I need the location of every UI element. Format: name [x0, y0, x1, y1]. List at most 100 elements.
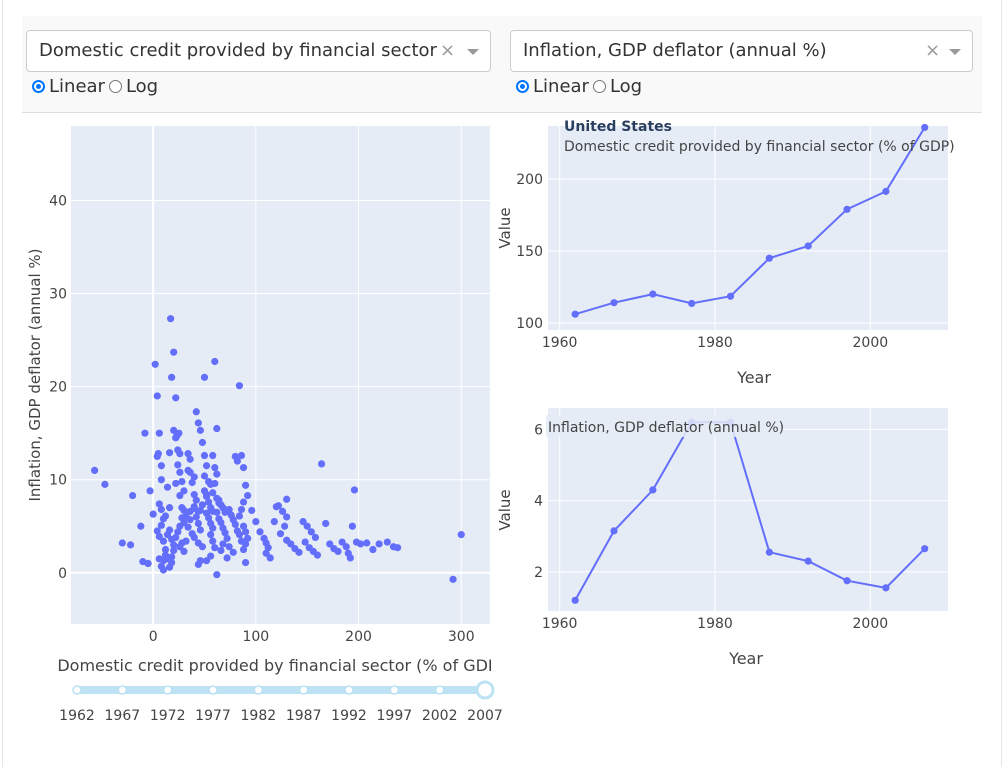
scatter-point[interactable]: [213, 571, 221, 579]
scatter-point[interactable]: [161, 512, 170, 520]
scatter-point[interactable]: [194, 560, 202, 569]
scatter-point[interactable]: [188, 530, 196, 538]
scatter-point[interactable]: [223, 554, 231, 562]
scatter-point[interactable]: [326, 540, 334, 548]
scatter-point[interactable]: [186, 455, 194, 463]
x-linear-radio[interactable]: Linear: [32, 76, 105, 97]
inflation-plot-area[interactable]: [548, 408, 948, 611]
scatter-point[interactable]: [161, 545, 170, 554]
credit-point[interactable]: [921, 123, 929, 132]
scatter-point[interactable]: [207, 480, 215, 488]
scatter-point[interactable]: [165, 504, 174, 512]
slider-rail[interactable]: [76, 686, 490, 694]
scatter-point[interactable]: [172, 394, 180, 402]
scatter-point[interactable]: [202, 491, 211, 499]
slider-year-label[interactable]: 1972: [150, 708, 186, 724]
x-indicator-dropdown[interactable]: Domestic credit provided by financial se…: [26, 30, 491, 72]
scatter-point[interactable]: [163, 483, 172, 491]
credit-point[interactable]: [649, 290, 657, 298]
slider-step[interactable]: [298, 685, 309, 695]
scatter-point[interactable]: [313, 551, 322, 559]
scatter-point[interactable]: [449, 575, 457, 583]
scatter-point[interactable]: [256, 528, 264, 536]
scatter-point[interactable]: [338, 538, 346, 546]
scatter-point[interactable]: [200, 373, 209, 381]
scatter-point[interactable]: [239, 498, 248, 506]
scatter-point[interactable]: [241, 481, 250, 489]
scatter-point[interactable]: [165, 563, 174, 571]
scatter-point[interactable]: [159, 566, 168, 574]
scatter-point[interactable]: [157, 505, 165, 514]
scatter-point[interactable]: [223, 534, 231, 542]
scatter-point[interactable]: [375, 540, 383, 548]
scatter-point[interactable]: [202, 557, 211, 565]
scatter-point[interactable]: [129, 491, 137, 500]
scatter-point[interactable]: [239, 464, 248, 472]
scatter-point[interactable]: [348, 522, 356, 530]
scatter-point[interactable]: [237, 451, 246, 460]
x-chevron-down-icon[interactable]: [467, 49, 479, 55]
y-clear-icon[interactable]: ×: [925, 40, 941, 61]
slider-step[interactable]: [72, 685, 82, 695]
scatter-point[interactable]: [186, 507, 194, 515]
scatter-point[interactable]: [209, 524, 217, 532]
scatter-point[interactable]: [180, 506, 188, 515]
scatter-point[interactable]: [196, 526, 204, 534]
scatter-point[interactable]: [153, 527, 161, 535]
scatter-point[interactable]: [248, 506, 256, 515]
slider-year-label[interactable]: 1992: [331, 708, 367, 724]
scatter-point[interactable]: [211, 464, 219, 472]
scatter-point[interactable]: [196, 506, 204, 515]
slider-step[interactable]: [389, 685, 400, 695]
scatter-point[interactable]: [350, 486, 359, 494]
scatter-point[interactable]: [213, 470, 221, 478]
scatter-point[interactable]: [369, 545, 377, 554]
scatter-point[interactable]: [301, 538, 309, 546]
scatter-point[interactable]: [192, 408, 200, 416]
scatter-point[interactable]: [168, 553, 176, 561]
scatter-point[interactable]: [157, 462, 165, 470]
scatter-point[interactable]: [283, 495, 291, 503]
inflation-point[interactable]: [765, 548, 773, 556]
slider-handle[interactable]: [475, 680, 495, 700]
slider-year-label[interactable]: 2002: [422, 708, 458, 724]
scatter-point[interactable]: [264, 544, 272, 552]
inflation-point[interactable]: [649, 486, 657, 494]
scatter-point[interactable]: [168, 535, 176, 543]
scatter-point[interactable]: [154, 450, 162, 458]
scatter-point[interactable]: [205, 498, 213, 506]
credit-point[interactable]: [765, 254, 773, 262]
scatter-point[interactable]: [225, 543, 233, 551]
scatter-point[interactable]: [174, 461, 182, 469]
x-clear-icon[interactable]: ×: [440, 40, 456, 61]
scatter-point[interactable]: [266, 554, 274, 562]
y-linear-radio[interactable]: Linear: [516, 76, 589, 97]
scatter-point[interactable]: [159, 537, 168, 545]
scatter-point[interactable]: [176, 522, 184, 530]
credit-point[interactable]: [571, 310, 579, 318]
scatter-point[interactable]: [213, 424, 221, 433]
scatter-point[interactable]: [235, 512, 244, 520]
scatter-point[interactable]: [180, 487, 188, 495]
slider-year-label[interactable]: 1987: [286, 708, 322, 724]
scatter-point[interactable]: [178, 477, 186, 486]
scatter-point[interactable]: [144, 559, 152, 568]
scatter-point[interactable]: [190, 473, 198, 481]
slider-year-label[interactable]: 2007: [467, 708, 503, 724]
scatter-point[interactable]: [149, 510, 157, 518]
scatter-point[interactable]: [190, 491, 198, 499]
scatter-point[interactable]: [235, 382, 244, 390]
slider-step[interactable]: [253, 685, 264, 695]
scatter-point[interactable]: [207, 552, 215, 560]
scatter-point[interactable]: [101, 480, 109, 488]
scatter-point[interactable]: [178, 514, 186, 522]
scatter-point[interactable]: [200, 451, 209, 460]
scatter-point[interactable]: [186, 468, 194, 476]
scatter-point[interactable]: [239, 545, 248, 554]
scatter-point[interactable]: [317, 460, 326, 468]
scatter-point[interactable]: [278, 507, 287, 515]
scatter-point[interactable]: [163, 531, 172, 539]
scatter-point[interactable]: [281, 522, 289, 530]
scatter-point[interactable]: [270, 518, 278, 526]
scatter-point[interactable]: [184, 450, 192, 458]
